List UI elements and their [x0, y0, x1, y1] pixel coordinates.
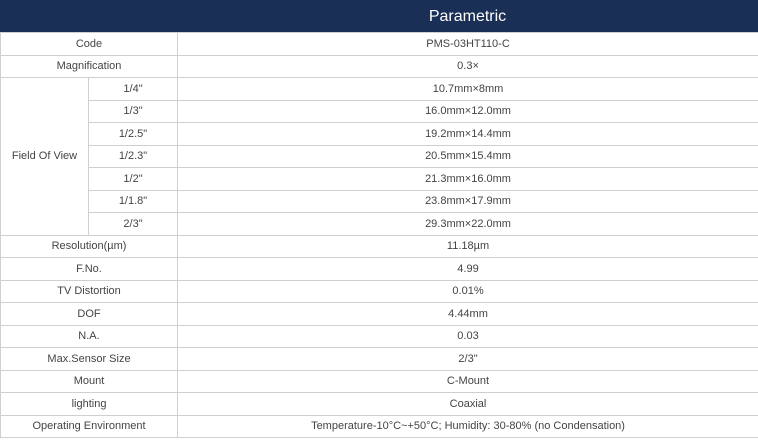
row-value: 19.2mm×14.4mm: [177, 122, 758, 146]
parameter-table: Code PMS-03HT110-C Magnification 0.3× Fi…: [0, 32, 758, 438]
row-value: C-Mount: [177, 369, 758, 393]
table-row: 1/3" 16.0mm×12.0mm: [1, 99, 758, 123]
table-row: Code PMS-03HT110-C: [0, 32, 758, 56]
row-value: 21.3mm×16.0mm: [177, 167, 758, 191]
row-value: 10.7mm×8mm: [177, 77, 758, 101]
row-value: Coaxial: [177, 392, 758, 416]
row-value: 11.18µm: [177, 234, 758, 258]
sensor-size: 1/3": [87, 99, 179, 123]
row-value: 20.5mm×15.4mm: [177, 144, 758, 168]
row-value: 0.3×: [177, 54, 758, 78]
row-label: DOF: [0, 302, 179, 326]
row-label: Operating Environment: [0, 414, 179, 438]
sensor-size: 1/4": [87, 77, 179, 101]
sensor-size: 1/2.3": [87, 144, 179, 168]
row-label: Resolution(µm): [0, 234, 179, 258]
table-row: Operating Environment Temperature-10°C~+5…: [0, 414, 758, 438]
row-value: 0.01%: [177, 279, 758, 303]
row-value: PMS-03HT110-C: [177, 32, 758, 56]
row-value: Temperature-10°C~+50°C; Humidity: 30-80%…: [177, 414, 758, 438]
row-value: 4.99: [177, 257, 758, 281]
row-label: N.A.: [0, 324, 179, 348]
table-row: 2/3" 29.3mm×22.0mm: [1, 212, 758, 236]
row-label: Code: [0, 32, 179, 56]
row-label: Mount: [0, 369, 179, 393]
table-row: 1/2.5" 19.2mm×14.4mm: [1, 122, 758, 146]
table-row: F.No. 4.99: [0, 257, 758, 281]
table-row: TV Distortion 0.01%: [0, 279, 758, 303]
row-value: 16.0mm×12.0mm: [177, 99, 758, 123]
table-row: DOF 4.44mm: [0, 302, 758, 326]
sensor-size: 1/2.5": [87, 122, 179, 146]
row-label: F.No.: [0, 257, 179, 281]
row-value: 29.3mm×22.0mm: [177, 212, 758, 236]
table-row: N.A. 0.03: [0, 324, 758, 348]
sensor-size: 1/1.8": [87, 189, 179, 213]
table-header: Parametric: [0, 0, 758, 32]
row-value: 2/3": [177, 347, 758, 371]
table-row: 1/1.8" 23.8mm×17.9mm: [1, 189, 758, 213]
fov-label: Field Of View: [0, 77, 89, 236]
row-label: TV Distortion: [0, 279, 179, 303]
table-row: lighting Coaxial: [0, 392, 758, 416]
row-label: lighting: [0, 392, 179, 416]
table-row: Mount C-Mount: [0, 369, 758, 393]
header-title: Parametric: [428, 8, 507, 25]
table-row: Magnification 0.3×: [0, 54, 758, 78]
row-value: 23.8mm×17.9mm: [177, 189, 758, 213]
sensor-size: 2/3": [87, 212, 179, 236]
sensor-size: 1/2": [87, 167, 179, 191]
table-row: Field Of View 1/4" 10.7mm×8mm: [0, 77, 758, 236]
table-row: Resolution(µm) 11.18µm: [0, 234, 758, 258]
row-label: Max.Sensor Size: [0, 347, 179, 371]
row-value: 0.03: [177, 324, 758, 348]
table-row: 1/2.3" 20.5mm×15.4mm: [1, 144, 758, 168]
row-label: Magnification: [0, 54, 179, 78]
table-row: 1/2" 21.3mm×16.0mm: [1, 167, 758, 191]
row-value: 4.44mm: [177, 302, 758, 326]
table-row: Max.Sensor Size 2/3": [0, 347, 758, 371]
